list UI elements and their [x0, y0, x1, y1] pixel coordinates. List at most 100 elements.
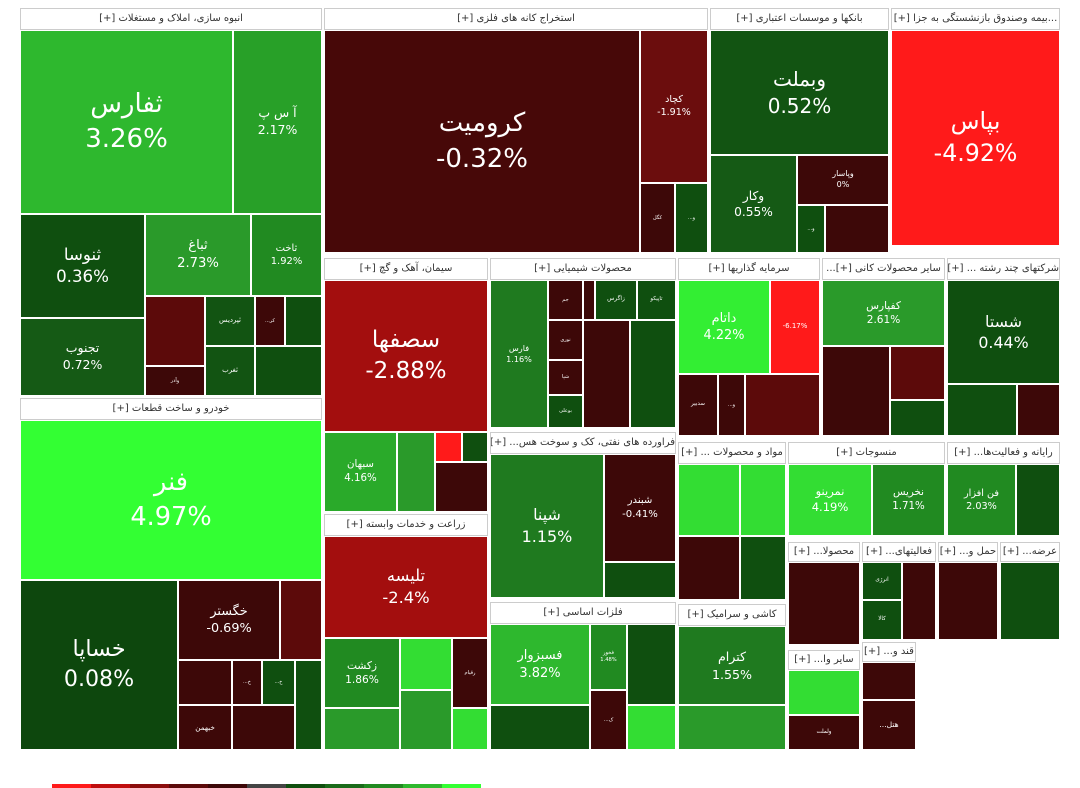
sector-header: محصولا... [+]: [788, 542, 860, 562]
sector-header: انبوه سازی، املاک و مستغلات [+]: [20, 8, 322, 30]
tile-change: -1.91%: [657, 106, 691, 118]
small-tile: [604, 562, 676, 598]
tile-name: خگستر: [210, 603, 248, 619]
tile-name: زقیام: [464, 669, 476, 676]
tile-change: 0.44%: [978, 333, 1029, 352]
tile: ک...: [590, 690, 627, 750]
small-tile: [822, 346, 890, 436]
tile-change: 1.15%: [521, 527, 573, 546]
small-tile: [400, 638, 452, 690]
tile-name: کفپارس: [866, 299, 901, 312]
tile-name: کچاد: [665, 93, 683, 105]
tile-change: 4.16%: [344, 473, 377, 484]
sector-header: زراعت و خدمات وابسته [+]: [324, 514, 488, 536]
small-tile: [890, 346, 945, 400]
tile-change: 3.26%: [85, 124, 168, 154]
tile: فسبزوار 3.82%: [490, 624, 590, 705]
tile: آ س پ 2.17%: [233, 30, 322, 214]
sector-header: شرکتهای چند رشته ... [+]: [947, 258, 1060, 280]
sector-header: بانکها و موسسات اعتباری [+]: [710, 8, 889, 30]
small-tile: [400, 690, 452, 750]
sector-header: سیمان، آهک و گچ [+]: [324, 258, 488, 280]
tile-name: سبهان: [347, 459, 374, 471]
small-tile: [890, 400, 945, 436]
sector-header: عرضه... [+]: [1000, 542, 1060, 562]
tile-name: سصفها: [371, 327, 441, 354]
tile: زکشت 1.86%: [324, 638, 400, 708]
tile-name: کرومیت: [438, 108, 526, 139]
tile-name: و...: [727, 401, 736, 408]
small-tile: [435, 462, 488, 512]
small-tile: [630, 320, 676, 428]
tile: -6.17%: [770, 280, 820, 374]
tile: وکار 0.55%: [710, 155, 797, 253]
tile: وبملت 0.52%: [710, 30, 889, 155]
tile: فارس 1.16%: [490, 280, 548, 428]
tile-name: ثاخت: [275, 242, 298, 254]
small-tile: [902, 562, 936, 640]
small-tile: [452, 708, 488, 750]
tile-name: کترام: [717, 649, 747, 665]
tile: سدبیر: [678, 374, 718, 436]
small-tile: [740, 536, 786, 600]
sector-header: فعالیتهای... [+]: [862, 542, 936, 562]
legend-swatch: [169, 784, 208, 788]
small-tile: [678, 705, 786, 750]
small-tile: [627, 624, 676, 705]
sector-header: فراورده های نفتی، کک و سوخت هس... [+]: [490, 432, 676, 454]
tile: شپنا 1.15%: [490, 454, 604, 598]
sector-header: سرمایه گذاریها [+]: [678, 258, 820, 280]
sector-header: سایر محصولات کانی [+]...: [822, 258, 945, 280]
tile-name: نمرینو: [815, 484, 845, 499]
tile-name: شپا: [561, 374, 570, 381]
sector-header: مواد و محصولات ... [+]: [678, 442, 786, 464]
tile: فخوز 1.48%: [590, 624, 627, 690]
small-tile: [1000, 562, 1060, 640]
tile-name: تاپیکو: [650, 296, 663, 303]
sector-header: فلزات اساسی [+]: [490, 602, 676, 624]
sector-header: رایانه و فعالیت‌ها... [+]: [947, 442, 1060, 464]
tile-name: و...: [687, 214, 696, 221]
small-tile: [285, 296, 322, 346]
sector-header: محصولات شیمیایی [+]: [490, 258, 676, 280]
tile: خبهمن: [178, 705, 232, 750]
tile-name: آ س پ: [258, 105, 297, 121]
tile-change: 2.03%: [966, 501, 997, 512]
tile-change: 0.52%: [767, 93, 832, 118]
legend-swatch: [247, 784, 286, 788]
tile-change: 4.22%: [703, 328, 745, 343]
tile-name: وآذر: [170, 377, 180, 384]
tile: و...: [718, 374, 745, 436]
tile: شستا 0.44%: [947, 280, 1060, 384]
small-tile: [583, 320, 630, 428]
tile: داتام 4.22%: [678, 280, 770, 374]
tile: شبندر -0.41%: [604, 454, 676, 562]
tile-change: 0%: [836, 180, 850, 189]
legend-swatch: [325, 784, 364, 788]
tile-change: 1.16%: [506, 354, 532, 364]
tile-name: بوعلی: [559, 408, 572, 415]
tile-name: هتل...: [879, 719, 899, 729]
tile-name: نوری: [560, 336, 571, 343]
small-tile: [145, 296, 205, 366]
tile-name: شپنا: [533, 505, 561, 525]
tile-name: تجنوب: [65, 340, 100, 356]
tile: بپاس -4.92%: [891, 30, 1060, 246]
tile-name: داتام: [711, 310, 737, 326]
tile-name: انرژی: [875, 577, 889, 584]
tile-name: تلیسه: [386, 565, 426, 585]
tile: نوری: [548, 320, 583, 360]
tile: ثنوسا 0.36%: [20, 214, 145, 318]
tile-change: 1.71%: [892, 501, 925, 512]
tile: خگستر -0.69%: [178, 580, 280, 660]
tile-change: -0.41%: [622, 509, 658, 520]
small-tile: [178, 660, 232, 705]
tile-change: 3.82%: [519, 665, 561, 681]
legend-swatch: [364, 784, 403, 788]
small-tile: [583, 280, 595, 320]
tile-name: ک...: [603, 716, 614, 723]
tile: ثاخت 1.92%: [251, 214, 322, 296]
tile-name: کر...: [265, 317, 275, 324]
tile: کچاد -1.91%: [640, 30, 708, 183]
